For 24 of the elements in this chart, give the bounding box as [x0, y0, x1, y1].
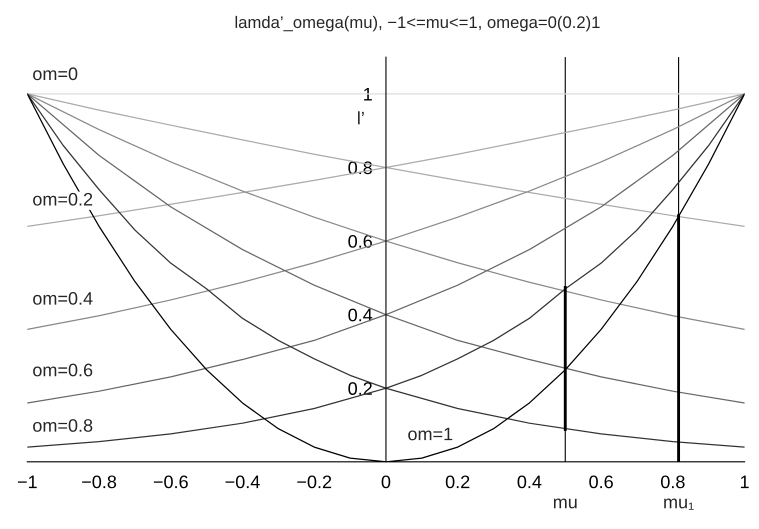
x-tick-label: −0.6 — [154, 475, 188, 488]
x-tick-label: 0.6 — [589, 475, 613, 488]
annotation: om=0.2 — [33, 192, 92, 206]
x-tick-label: 0 — [382, 475, 390, 488]
chart-title: lamda’_omega(mu), −1<=mu<=1, omega=0(0.2)1 — [236, 16, 600, 32]
annotation: om=0.4 — [33, 292, 93, 305]
x-tick-label: 0.4 — [518, 475, 542, 488]
x-tick-label: 1 — [740, 476, 749, 488]
x-tick-label: −0.4 — [226, 475, 260, 488]
x-tick-label: 0.2 — [446, 475, 470, 488]
x-tick-label: −0.8 — [82, 475, 116, 488]
x-tick-label: −0.2 — [297, 475, 332, 488]
y-axis-title: l’ — [358, 111, 364, 124]
x-tick-label: −1 — [18, 476, 37, 488]
y-tick-label: 1 — [364, 88, 372, 100]
y-tick-label: 0.2 — [348, 382, 372, 395]
ref-line-label: mu₁ — [664, 498, 694, 510]
x-tick-label: 0.8 — [661, 475, 685, 488]
y-tick-label: 0.4 — [348, 308, 372, 322]
annotation: om=1 — [408, 428, 452, 440]
ref-line-label: mu — [554, 498, 577, 508]
annotation: om=0.8 — [33, 419, 92, 432]
annotation: om=0 — [33, 67, 78, 80]
annotation: om=0.6 — [33, 364, 92, 376]
